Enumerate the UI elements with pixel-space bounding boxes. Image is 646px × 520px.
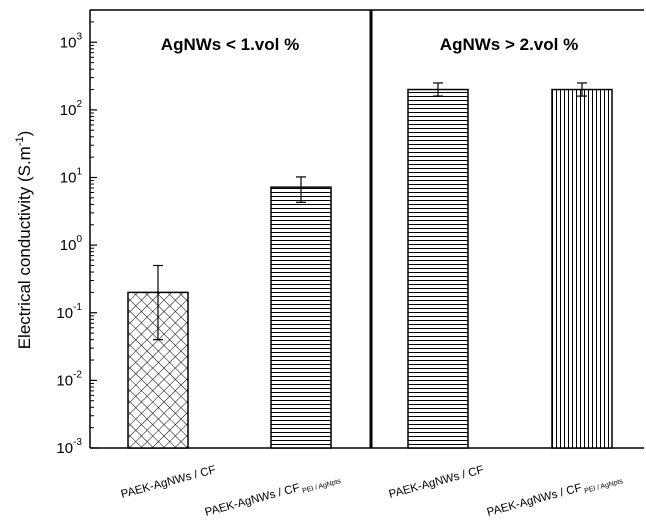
bar <box>407 88 469 449</box>
y-tick-label: 101 <box>60 167 83 187</box>
bar <box>270 186 332 449</box>
y-tick-label: 10-3 <box>56 437 82 457</box>
panel-title: AgNWs > 2.vol % <box>440 35 578 54</box>
y-tick-label: 10-1 <box>56 302 82 322</box>
y-axis-title: Electrical conductivity (S.m-1) <box>14 131 34 350</box>
category-label: PAEK-AgNWs / CF <box>120 464 217 501</box>
category-label: PAEK-AgNWs / CF <box>388 464 485 501</box>
y-tick-label: 10-2 <box>56 369 82 389</box>
y-tick-label: 100 <box>60 234 83 254</box>
category-label: PAEK-AgNWs / CFPEI / AgNpts <box>486 471 625 520</box>
panel-title: AgNWs < 1.vol % <box>161 35 299 54</box>
y-tick-label: 103 <box>60 31 83 51</box>
panel-titles: AgNWs < 1.vol % AgNWs > 2.vol % <box>161 35 578 54</box>
bar <box>551 88 613 449</box>
y-axis: 10-3 10-2 10-1 100 101 102 103 <box>56 21 97 457</box>
y-tick-label: 102 <box>60 99 83 119</box>
bars <box>127 82 613 449</box>
category-label: PAEK-AgNWs / CFPEI / AgNpts <box>204 471 343 520</box>
